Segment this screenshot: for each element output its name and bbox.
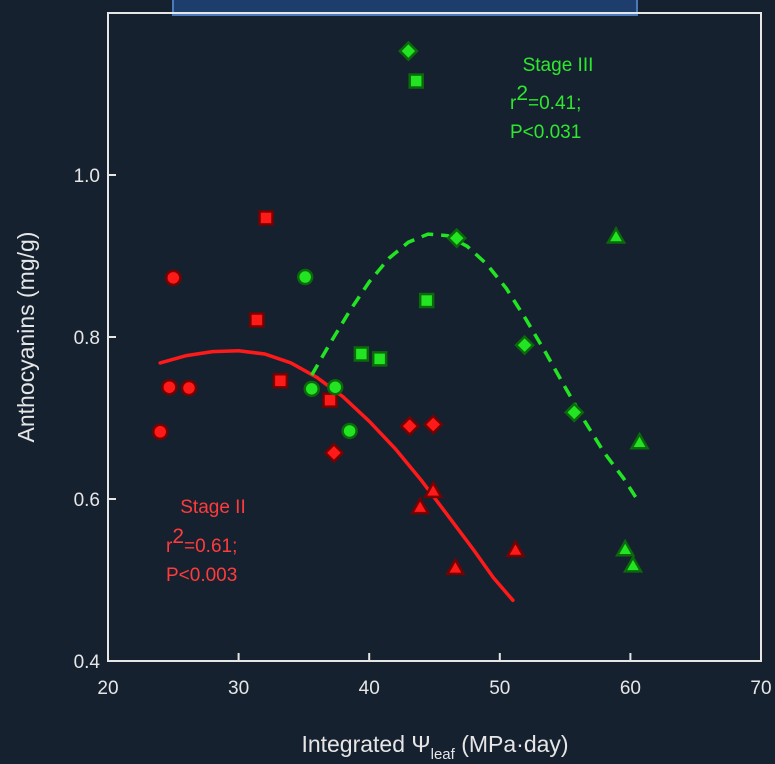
stage-iii-square-point [353, 346, 370, 362]
y-tick-label: 0.4 [74, 652, 101, 673]
stage-iii-circle-point [303, 380, 320, 398]
y-axis-title: Anthocyanins (mg/g) [13, 232, 39, 443]
stage-ii-square-point [249, 312, 265, 328]
stage-ii-diamond-point [422, 414, 444, 435]
stage-ii-diamond-point [323, 442, 345, 464]
stage-iii-pvalue: P<0.031 [510, 122, 581, 143]
stage-ii-circle-point [161, 378, 178, 396]
fit-curves [158, 232, 639, 603]
stage-iii-diamond-point [514, 334, 535, 356]
x-tick-label: 70 [750, 678, 771, 699]
x-tick-label: 50 [489, 678, 510, 699]
stage-iii-circle-point [326, 378, 344, 396]
stage-iii-diamond-point [398, 40, 419, 62]
stage-iii-square-point [418, 292, 435, 309]
stage-iii-square-point [408, 73, 424, 89]
tick-marks: 20 30 40 50 60 70 0.4 0.6 0.8 1.0 [74, 166, 772, 699]
stage-iii-label: Stage III [523, 55, 594, 76]
stage-iii-triangle-point [615, 538, 636, 557]
stage-ii-label: Stage II [180, 497, 246, 518]
stage-ii-r2: r2=0.61; [166, 525, 237, 557]
stage-iii-triangle-point [622, 554, 644, 573]
stage-ii-triangle-point [423, 480, 444, 499]
y-tick-label: 1.0 [74, 166, 100, 187]
stage-ii-square-point [272, 372, 289, 389]
stage-ii-triangle-point [505, 539, 526, 558]
x-tick-label: 20 [97, 678, 118, 699]
stage-iii-diamond-point [563, 402, 585, 423]
y-tick-label: 0.8 [74, 328, 100, 349]
stage-ii-square-point [322, 392, 338, 408]
stage-ii-circle-point [165, 269, 182, 287]
x-tick-label: 60 [620, 678, 641, 699]
stage-iii-r2: r2=0.41; [510, 82, 581, 114]
x-axis-title: Integrated Ψleaf (MPa·day) [301, 731, 568, 763]
stage-iii-square-point [371, 351, 388, 367]
stage-ii-square-point [258, 210, 274, 226]
data-points [151, 40, 650, 576]
stage-ii-diamond-point [399, 415, 420, 437]
stage-ii-triangle-point [409, 496, 431, 515]
stage-ii-pvalue: P<0.003 [166, 565, 237, 586]
x-tick-label: 40 [359, 678, 380, 699]
top-bar-fragment [172, 0, 638, 16]
stage-ii-annotation: Stage II r2=0.61; P<0.003 [166, 497, 246, 586]
stage-iii-fit-curve [310, 232, 639, 500]
stage-iii-annotation: Stage III r2=0.41; P<0.031 [510, 55, 593, 143]
stage-ii-circle-point [151, 423, 169, 441]
x-tick-label: 30 [228, 678, 249, 699]
stage-ii-fit-curve [158, 349, 515, 603]
stage-ii-triangle-point [445, 557, 466, 576]
stage-iii-diamond-point [446, 227, 467, 249]
y-tick-label: 0.6 [74, 490, 100, 511]
stage-iii-triangle-point [629, 431, 650, 450]
stage-iii-circle-point [341, 422, 358, 440]
stage-ii-circle-point [180, 379, 198, 397]
stage-iii-triangle-point [605, 226, 627, 244]
stage-iii-circle-point [296, 268, 314, 286]
